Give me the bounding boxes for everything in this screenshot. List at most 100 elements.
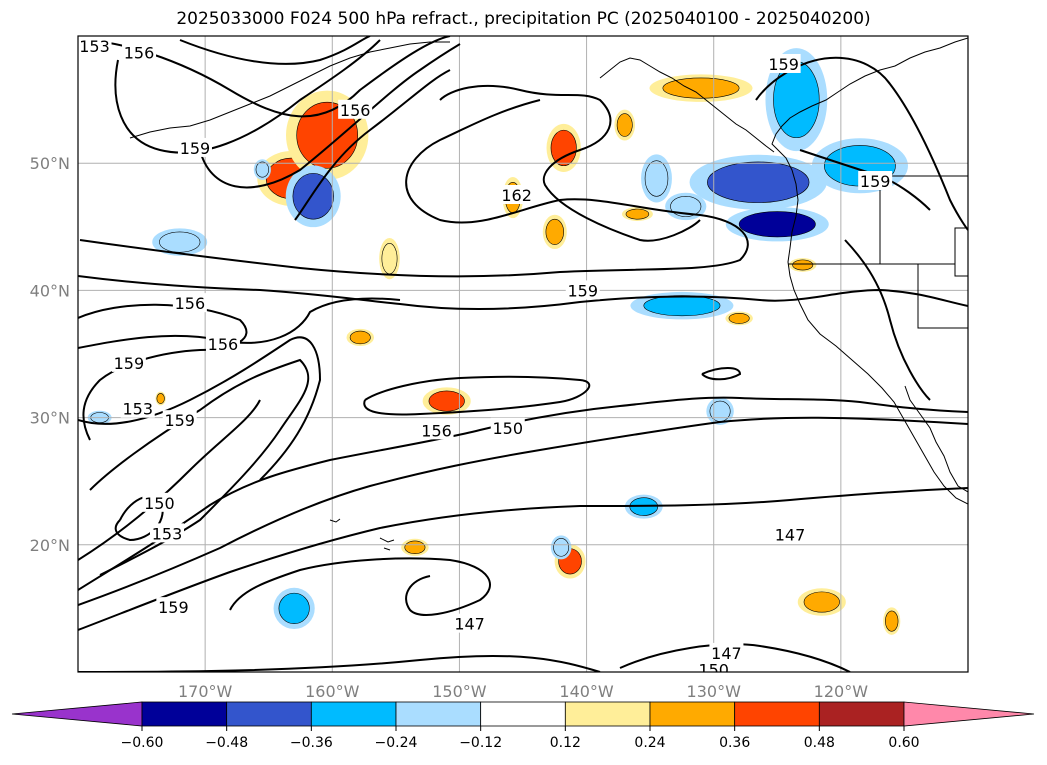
contour-label: 159 — [567, 281, 598, 300]
colorbar-tick-label: −0.48 — [205, 735, 248, 751]
precip-blob — [670, 195, 702, 217]
map-title: 2025033000 F024 500 hPa refract., precip… — [176, 9, 871, 29]
colorbar-tick-label: 0.60 — [888, 735, 919, 751]
map-plot-area: 153 156 159 156 162 159 159 156 159 156 159 153 159 1… — [78, 36, 968, 679]
colorbar-tick-label: −0.12 — [459, 735, 502, 751]
precip-blob — [707, 161, 810, 203]
contour-label-bg — [162, 410, 197, 430]
colorbar-swatch — [649, 701, 736, 727]
contour-label-bg — [120, 398, 155, 418]
colorbar-tick-label: −0.60 — [121, 735, 164, 751]
contour-label-bg — [565, 280, 600, 300]
colorbar-swatch — [310, 701, 397, 727]
contour-label-bg — [122, 42, 157, 62]
precip-blob — [625, 208, 650, 220]
contour-label: 150 — [492, 419, 523, 438]
precip-blob — [381, 243, 398, 275]
contour-label-bg — [177, 137, 212, 157]
contour-label: 162 — [501, 186, 532, 205]
precip-blob — [550, 129, 577, 167]
longitude-label: 150°W — [432, 682, 487, 701]
latitude-label: 40°N — [30, 281, 70, 300]
contour-label-bg — [172, 293, 207, 313]
precip-blob — [553, 538, 570, 557]
refractivity-contours — [78, 36, 968, 672]
contour-label-bg — [858, 171, 893, 191]
contour-label: 150 — [144, 494, 175, 513]
contour-label: 156 — [421, 421, 452, 440]
coastlines — [129, 37, 968, 551]
colorbar-tick-label: −0.36 — [290, 735, 333, 751]
colorbar-tick-label: 0.36 — [719, 735, 750, 751]
contour-label-bg — [499, 185, 534, 204]
precip-blob — [709, 400, 731, 422]
contour-label: 159 — [164, 411, 195, 430]
contour-label-bg — [205, 333, 240, 353]
colorbar-swatch — [564, 701, 651, 727]
contour-label: 159 — [180, 139, 211, 158]
contour-label: 147 — [711, 644, 742, 663]
colorbar-tick-label: −0.24 — [375, 735, 418, 751]
precip-blob — [644, 160, 669, 197]
contour-label-bg — [773, 524, 807, 544]
longitude-labels: 170°W 160°W 150°W 140°W 130°W 120°W — [178, 682, 868, 701]
contour-label-bg — [419, 420, 454, 440]
precip-blob — [255, 161, 270, 178]
colorbar-extend-high — [903, 701, 1035, 727]
contour-label-bg — [338, 99, 373, 119]
contour-label: 150 — [698, 660, 729, 679]
precip-blob — [738, 211, 816, 238]
contour-label: 156 — [124, 44, 155, 63]
contour-label: 147 — [454, 615, 485, 634]
contour-label: 153 — [152, 524, 183, 543]
precip-blob — [616, 113, 633, 137]
contour-label: 147 — [775, 526, 806, 545]
contour-label: 156 — [208, 335, 239, 354]
contour-label-bg — [490, 417, 525, 437]
precip-blob — [278, 592, 310, 624]
precip-blob — [292, 173, 334, 220]
precip-blob — [349, 330, 371, 345]
colorbar-swatch — [395, 701, 482, 727]
contour-label-bg — [111, 352, 146, 372]
longitude-label: 120°W — [814, 682, 869, 701]
contour-label-bg — [142, 492, 177, 512]
colorbar: −0.60 −0.48 −0.36 −0.24 −0.12 0.12 0.24 0.36 0.4… — [11, 701, 1035, 751]
contour-label-bg — [696, 659, 731, 672]
precip-blob — [428, 390, 465, 412]
precip-blob — [404, 540, 426, 555]
contour-label: 156 — [340, 101, 371, 120]
precip-blob — [159, 231, 201, 253]
precip-blob — [803, 591, 840, 613]
colorbar-swatch — [141, 701, 228, 727]
contour-label-bg — [766, 53, 801, 73]
colorbar-swatch — [818, 701, 905, 727]
colorbar-swatches — [11, 701, 1035, 727]
latitude-labels: 50°N 40°N 30°N 20°N — [30, 154, 70, 555]
precip-blob — [728, 312, 750, 324]
precip-blob — [662, 77, 740, 99]
contour-label-bg — [150, 523, 184, 543]
contour-labels: 153 156 159 156 162 159 159 156 159 156 159 153 159 1… — [78, 36, 893, 679]
contour-label: 159 — [860, 172, 891, 191]
contour-label: 159 — [114, 354, 145, 373]
contour-label-bg — [709, 642, 744, 662]
latitude-label: 50°N — [30, 154, 70, 173]
colorbar-tick-label: 0.48 — [804, 735, 835, 751]
colorbar-swatch — [480, 701, 566, 727]
precip-blob — [643, 295, 721, 317]
latitude-label: 30°N — [30, 409, 70, 428]
contour-label: 153 — [79, 37, 110, 56]
precip-blob — [792, 259, 814, 271]
longitude-label: 160°W — [305, 682, 360, 701]
longitude-label: 140°W — [559, 682, 614, 701]
contour-label-bg — [78, 36, 112, 56]
colorbar-tick-label: 0.12 — [550, 735, 581, 751]
longitude-label: 170°W — [178, 682, 233, 701]
map-frame — [77, 35, 969, 673]
precip-blob — [156, 393, 165, 404]
colorbar-tick-labels: −0.60 −0.48 −0.36 −0.24 −0.12 0.12 0.24 0.36 0.4… — [121, 726, 920, 751]
colorbar-swatch — [226, 701, 312, 727]
colorbar-tick-label: 0.24 — [634, 735, 665, 751]
